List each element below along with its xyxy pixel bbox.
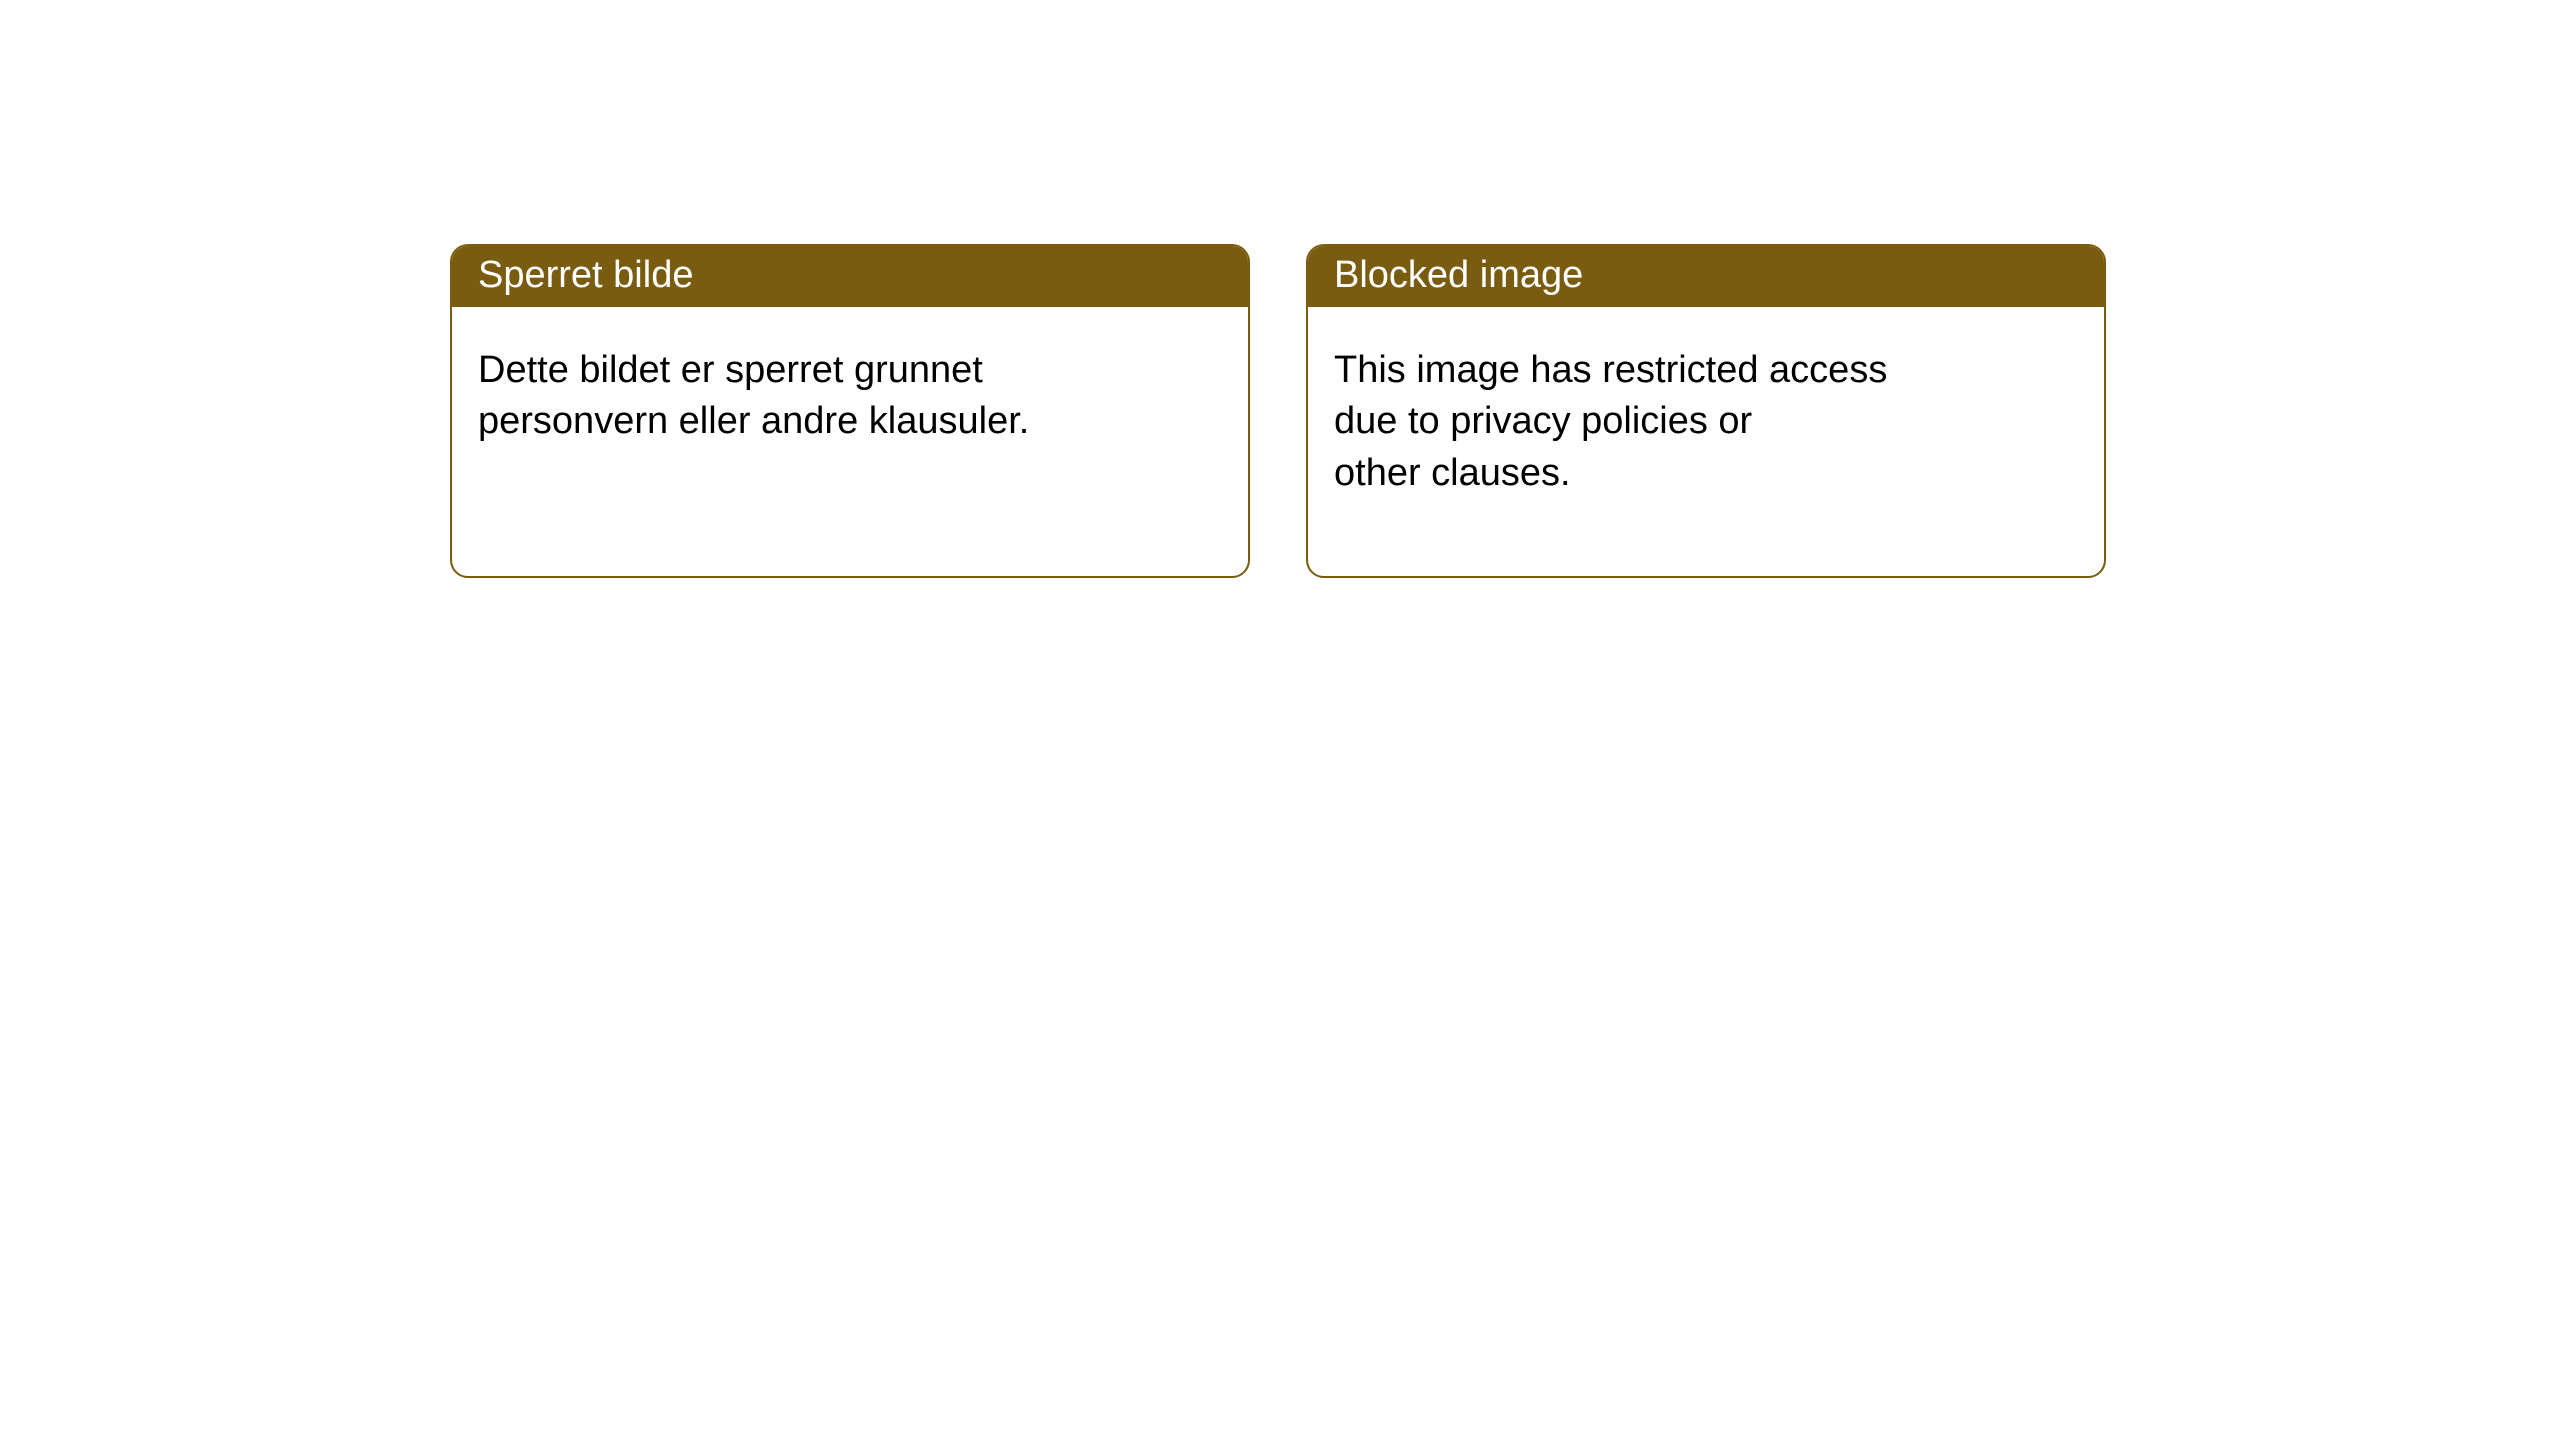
notice-card-english: Blocked image This image has restricted … — [1306, 244, 2106, 578]
notice-card-header: Sperret bilde — [452, 246, 1248, 307]
notice-card-body: Dette bildet er sperret grunnet personve… — [452, 307, 1248, 474]
notice-card-body: This image has restricted access due to … — [1308, 307, 2104, 525]
notice-card-header: Blocked image — [1308, 246, 2104, 307]
notice-container: Sperret bilde Dette bildet er sperret gr… — [0, 0, 2560, 578]
notice-card-norwegian: Sperret bilde Dette bildet er sperret gr… — [450, 244, 1250, 578]
